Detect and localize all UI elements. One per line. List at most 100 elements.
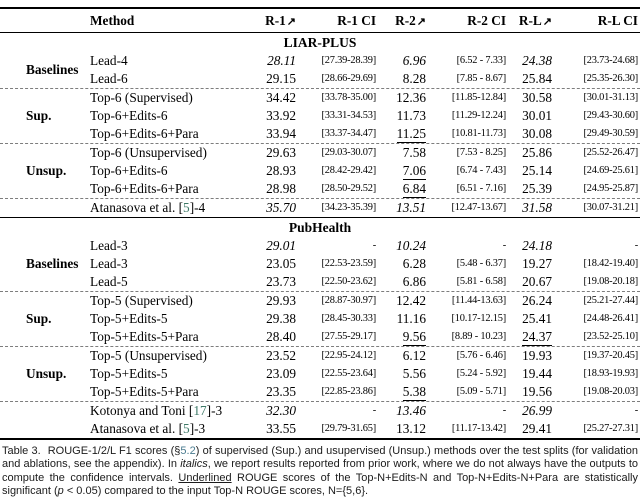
table-row: Top-6+Edits-6+Para 28.98 [28.50-29.52] 6.84… (88, 180, 640, 198)
underlined-score: 6.84 (402, 181, 426, 198)
rl-ci: [29.43-30.60] (583, 110, 638, 121)
rl-score: 19.93 (522, 348, 552, 363)
rl-score: 26.24 (522, 293, 552, 308)
group-rows: Top-5 (Unsupervised) 23.52 [22.95-24.12] 6.… (88, 347, 640, 401)
caption-text: < 0.05) compared to the input Top-N ROUG… (63, 485, 369, 498)
r2-ci: [5.09 - 5.71] (456, 386, 507, 397)
r2-ci: [5.48 - 6.37] (456, 258, 507, 269)
r1-ci: [28.45-30.33] (321, 313, 376, 324)
method-group: Baselines Lead-4 28.11 [27.39-28.39] 6.96 [6.… (0, 52, 640, 88)
rl-ci: [25.21-27.44] (583, 295, 638, 306)
r1-score: 29.63 (266, 145, 296, 160)
caption-text: Underlined (178, 471, 232, 484)
r1-ci: [34.23-35.39] (321, 202, 376, 213)
method-group: Kotonya and Toni [17]-3 32.30-13.46-26.99… (0, 401, 640, 438)
table-header-row: Method R-1↗ R-1 CI R-2↗ R-2 CI R-L↗ R-L … (0, 9, 640, 32)
r1-score: 33.94 (266, 126, 296, 141)
group-rows: Atanasova et al. [5]-4 35.70 [34.23-35.39]… (88, 199, 640, 217)
rl-ci: [19.08-20.18] (583, 276, 638, 287)
method-cell: Top-6+Edits-6 (88, 107, 240, 125)
r1-ci: [27.55-29.17] (321, 331, 376, 342)
table-row: Top-5 (Supervised) 29.93 [28.87-30.97] 12.4… (88, 292, 640, 310)
rouge-results-table: Method R-1↗ R-1 CI R-2↗ R-2 CI R-L↗ R-L … (0, 7, 640, 440)
group-rows: Lead-4 28.11 [27.39-28.39] 6.96 [6.52 - 7.33… (88, 52, 640, 88)
rl-score: 25.86 (522, 145, 552, 160)
method-text: ]-3 (206, 403, 223, 418)
rl-ci: [18.93-19.93] (583, 368, 638, 379)
r1-score: 23.35 (266, 384, 296, 399)
method-group: Sup. Top-6 (Supervised) 34.42 [33.78-35.00]… (0, 88, 640, 143)
rl-ci: [19.08-20.03] (583, 386, 638, 397)
r2-ci: - (502, 240, 506, 251)
method-text: Lead-5 (90, 274, 128, 289)
citation-link[interactable]: 5 (183, 200, 190, 215)
group-label: Sup. (26, 311, 52, 326)
method-text: Lead-6 (90, 71, 128, 86)
method-group: Sup. Top-5 (Supervised) 29.93 [28.87-30.97]… (0, 291, 640, 346)
caption-text: italics (180, 458, 208, 471)
r2-ci: [5.76 - 6.46] (456, 350, 507, 361)
caption-text: p (57, 485, 64, 498)
r1-ci: [22.95-24.12] (321, 350, 376, 361)
r2-ci: [5.81 - 6.58] (456, 276, 507, 287)
method-text: Top-5 (Supervised) (90, 293, 193, 308)
group-label: Baselines (26, 256, 79, 271)
rl-score: 30.08 (522, 126, 552, 141)
rl-score: 19.27 (522, 256, 552, 271)
r2-ci: [8.89 - 10.23] (451, 331, 507, 342)
underlined-score: 11.25 (396, 126, 426, 143)
method-group: Unsup. Top-5 (Unsupervised) 23.52 [22.95-24… (0, 346, 640, 401)
caption-text: , we report results reported from prior … (2, 458, 638, 484)
method-text: Top-6+Edits-6 (90, 163, 168, 178)
rl-ci-column-header: R-L CI (597, 13, 638, 28)
r1-column-header: R-1↗ (265, 13, 296, 28)
rl-ci: [30.07-31.21] (583, 202, 638, 213)
r1-ci: [28.50-29.52] (321, 183, 376, 194)
method-text: Lead-4 (90, 53, 128, 68)
r2-score: 6.12 (402, 348, 426, 363)
method-column-header: Method (90, 13, 135, 28)
method-text: Top-5 (Unsupervised) (90, 348, 207, 363)
group-label (0, 199, 88, 217)
method-text: ]-3 (189, 421, 206, 436)
table-row: Kotonya and Toni [17]-3 32.30 - 13.46 - 26.99… (88, 402, 640, 420)
underlined-score: 9.56 (402, 329, 426, 346)
r2-ci: - (502, 405, 506, 416)
rl-ci: [25.52-26.47] (583, 147, 638, 158)
rl-score: 24.37 (506, 328, 552, 346)
caption-text: ROUGE-1/2/L F1 scores (§ (47, 445, 181, 457)
citation-link[interactable]: 5 (183, 421, 190, 436)
rl-score: 19.44 (522, 366, 552, 381)
table-row: Top-5+Edits-5 23.09 [22.55-23.64] 5.56 [5.24… (88, 365, 640, 383)
r1-ci: [29.03-30.07] (321, 147, 376, 158)
r2-score: 6.84 (376, 180, 426, 198)
rl-score: 25.14 (522, 163, 552, 178)
rl-column-header: R-L↗ (518, 13, 552, 28)
method-cell: Lead-3 (88, 237, 240, 255)
group-label: Sup. (26, 108, 52, 123)
r1-score: 23.73 (266, 274, 296, 289)
table-row: Top-6+Edits-6+Para 33.94 [33.37-34.47] 11.2… (88, 125, 640, 143)
citation-link[interactable]: 17 (193, 403, 207, 418)
r1-ci: [27.39-28.39] (321, 55, 376, 66)
method-cell: Top-6+Edits-6+Para (88, 180, 240, 198)
r2-score: 6.28 (402, 256, 426, 271)
table-top-rule (0, 7, 640, 9)
r2-score: 11.25 (376, 125, 426, 143)
rl-ci: [23.52-25.10] (583, 331, 638, 342)
method-text: Top-6 (Supervised) (90, 90, 193, 105)
rl-ci: [18.42-19.40] (583, 258, 638, 269)
method-text: Top-6+Edits-6 (90, 108, 168, 123)
method-cell: Top-5+Edits-5+Para (88, 328, 240, 346)
rl-ci: [30.01-31.13] (583, 92, 638, 103)
r2-score: 11.16 (396, 311, 426, 326)
r2-score: 7.58 (402, 145, 426, 160)
method-text: Top-5+Edits-5 (90, 366, 168, 381)
r1-score: 33.92 (266, 108, 296, 123)
method-cell: Atanasova et al. [5]-4 (88, 199, 240, 217)
r2-ci: [12.47-13.67] (451, 202, 506, 213)
rl-ci: [25.27-27.31] (583, 423, 638, 434)
section-ref-link[interactable]: 5.2 (180, 445, 196, 457)
method-cell: Top-5+Edits-5 (88, 365, 240, 383)
rl-score: 24.38 (522, 53, 552, 68)
